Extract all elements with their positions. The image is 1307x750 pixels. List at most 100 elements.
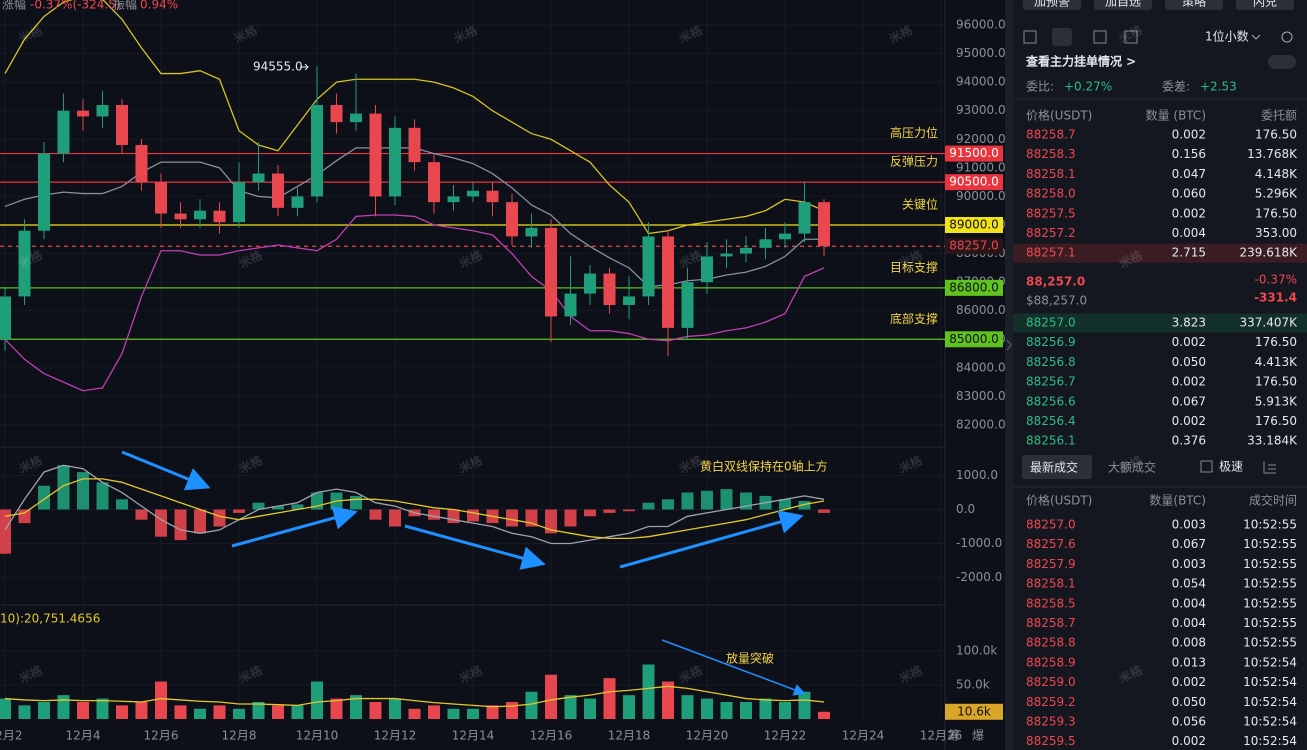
tab[interactable]: 大额成交 [1108, 460, 1156, 475]
cell: 10:52:55 [1243, 577, 1297, 591]
y-tick-label: 84000.0 [956, 360, 1006, 374]
layout-icon[interactable] [1023, 30, 1037, 44]
high-marker: 94555.0 [253, 60, 303, 74]
macd-bar [77, 472, 89, 510]
candle-body [681, 282, 694, 328]
button[interactable] [1023, 0, 1081, 10]
filter-icon[interactable] [1263, 461, 1276, 474]
level-tag-label: 90500.0 [949, 175, 999, 189]
cell: 176.50 [1255, 414, 1297, 428]
candle-body [779, 233, 791, 240]
volume-bar [194, 708, 206, 719]
y-tick-label: 95000.0 [956, 46, 1006, 60]
arrow [619, 510, 804, 569]
button-label[interactable]: 闪兑 [1253, 0, 1277, 9]
cell: 88256.4 [1026, 414, 1076, 428]
button-label[interactable]: 策略 [1182, 0, 1206, 9]
candle-body [701, 256, 713, 283]
macd-bar [584, 509, 596, 517]
high-arrow [300, 63, 309, 71]
cell: 0.003 [1172, 557, 1206, 571]
cell: 88256.9 [1026, 335, 1076, 349]
volume-bar [603, 678, 616, 719]
volume-bar [389, 698, 401, 719]
level-tag-label: 91500.0 [949, 146, 999, 160]
y-tick-label: 100.0k [956, 643, 997, 657]
level-tag-label: 89000.0 [949, 218, 999, 232]
volume-bar [57, 695, 70, 719]
precision[interactable]: 1位小数 [1205, 29, 1249, 44]
cell: 4.413K [1255, 355, 1298, 369]
y-tick-label: 93000.0 [956, 103, 1006, 117]
candle-body [0, 296, 11, 340]
volume-ma [4, 685, 825, 708]
macd-bar [818, 509, 830, 513]
x-tick-label: 12月4 [66, 729, 101, 743]
volume-bar [155, 681, 167, 719]
volume-bar [369, 701, 382, 719]
volume-bar [623, 695, 635, 719]
macd-bar [720, 489, 733, 510]
volume-title: 10):20,751.4656 [0, 612, 100, 626]
cell: 88257.2 [1026, 226, 1076, 240]
volume-bar [564, 695, 577, 719]
tab[interactable]: 最新成交 [1030, 460, 1078, 475]
x-tick-label: 12月6 [144, 729, 179, 743]
y-tick-label: 83000.0 [956, 389, 1006, 403]
burst-icon[interactable]: 爆 [972, 729, 984, 743]
diff-value: +2.53 [1200, 80, 1237, 94]
button[interactable] [1094, 0, 1152, 10]
macd-bar [155, 509, 167, 537]
volume-bar [233, 708, 245, 719]
candle-body [96, 105, 109, 117]
column-header: 成交时间 [1249, 493, 1297, 508]
layout-icon[interactable] [1093, 30, 1107, 44]
level-name: 高压力位 [890, 125, 938, 140]
tab-active[interactable] [1022, 455, 1092, 479]
arrows [121, 450, 806, 696]
dropdown[interactable] [1251, 34, 1261, 40]
settings[interactable] [1281, 31, 1293, 43]
splitter[interactable] [1005, 0, 1013, 750]
candle-body [174, 213, 187, 220]
cell: 10:52:54 [1243, 734, 1297, 748]
layout-icon[interactable] [1052, 28, 1072, 46]
splitter-arrow[interactable] [1006, 339, 1012, 351]
level-name: 反弹压力 [890, 155, 938, 169]
fast-label[interactable]: 极速 [1219, 460, 1243, 474]
cell: 10:52:54 [1243, 715, 1297, 729]
y-tick-label: 90000.0 [956, 189, 1006, 203]
cell: 0.376 [1172, 434, 1206, 448]
macd-bar [38, 485, 50, 510]
main-orders[interactable]: 查看主力挂单情况 > [1025, 54, 1136, 69]
button-label[interactable]: 加自选 [1105, 0, 1141, 9]
level-tag-label: 88257.0 [949, 239, 999, 253]
cell: 88257.6 [1026, 537, 1076, 551]
chip-icon[interactable]: 筹 [948, 729, 960, 743]
last-usd: $88,257.0 [1026, 294, 1087, 308]
macd-bar [467, 509, 479, 522]
x-tick-label: 12月2 [0, 729, 22, 743]
button[interactable] [1236, 0, 1294, 10]
button[interactable] [1165, 0, 1223, 10]
cell: 0.002 [1172, 335, 1206, 349]
cell: 10:52:55 [1243, 636, 1297, 650]
arrow [661, 639, 806, 696]
x-tick-label: 12月18 [608, 729, 651, 743]
macd-bar [116, 499, 128, 510]
candle-body [642, 236, 655, 297]
y-tick-label: 50.0k [956, 677, 990, 691]
checkbox[interactable] [1200, 460, 1213, 473]
last-price: 88,257.0 [1026, 275, 1085, 289]
volume-bar [252, 701, 265, 719]
arrow [121, 450, 211, 491]
candle-body [525, 227, 538, 237]
button-label[interactable]: 加预警 [1034, 0, 1070, 9]
toggle[interactable] [1268, 55, 1296, 69]
candle-body [330, 105, 343, 123]
layout-icon[interactable] [1124, 30, 1138, 44]
volume-bar [486, 705, 499, 719]
level-name: 底部支撑 [890, 311, 938, 326]
volume-bar [701, 698, 713, 719]
cell: 88258.8 [1026, 636, 1076, 650]
